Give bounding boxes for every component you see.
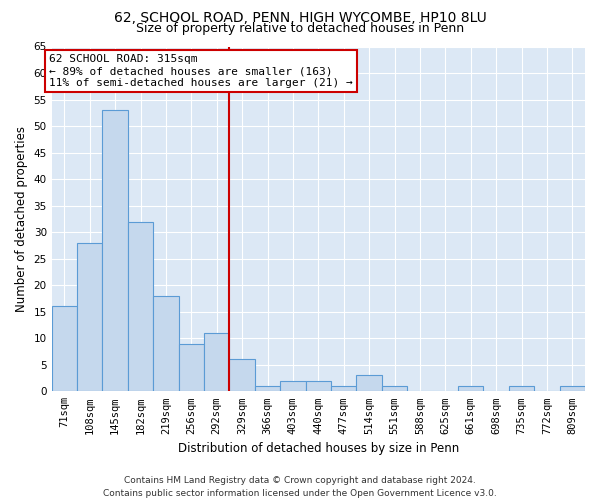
- Text: Size of property relative to detached houses in Penn: Size of property relative to detached ho…: [136, 22, 464, 35]
- Bar: [77, 243, 103, 392]
- X-axis label: Distribution of detached houses by size in Penn: Distribution of detached houses by size …: [178, 442, 459, 455]
- Bar: [153, 296, 179, 392]
- Bar: [255, 386, 280, 392]
- Bar: [382, 386, 407, 392]
- Bar: [179, 344, 204, 392]
- Bar: [458, 386, 484, 392]
- Bar: [305, 380, 331, 392]
- Bar: [128, 222, 153, 392]
- Bar: [103, 110, 128, 392]
- Bar: [356, 376, 382, 392]
- Bar: [280, 380, 305, 392]
- Bar: [509, 386, 534, 392]
- Text: Contains HM Land Registry data © Crown copyright and database right 2024.
Contai: Contains HM Land Registry data © Crown c…: [103, 476, 497, 498]
- Bar: [52, 306, 77, 392]
- Bar: [204, 333, 229, 392]
- Y-axis label: Number of detached properties: Number of detached properties: [15, 126, 28, 312]
- Text: 62 SCHOOL ROAD: 315sqm
← 89% of detached houses are smaller (163)
11% of semi-de: 62 SCHOOL ROAD: 315sqm ← 89% of detached…: [49, 54, 353, 88]
- Bar: [229, 360, 255, 392]
- Bar: [331, 386, 356, 392]
- Bar: [560, 386, 585, 392]
- Text: 62, SCHOOL ROAD, PENN, HIGH WYCOMBE, HP10 8LU: 62, SCHOOL ROAD, PENN, HIGH WYCOMBE, HP1…: [113, 11, 487, 25]
